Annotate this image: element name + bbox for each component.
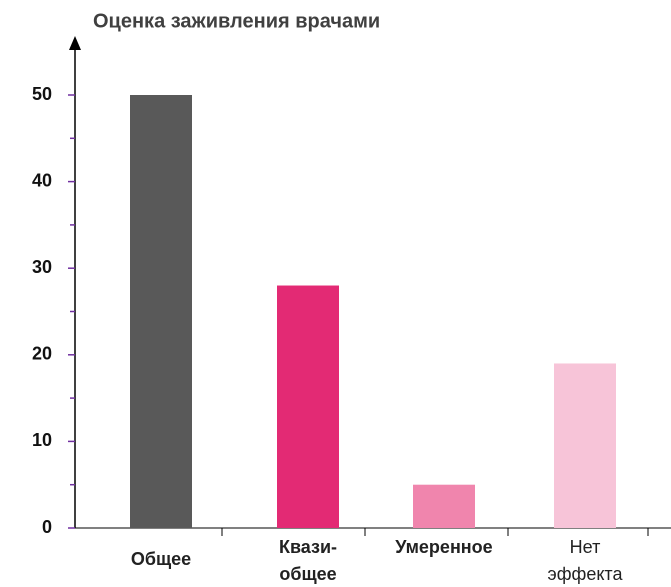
y-tick-label: 0 — [42, 517, 52, 537]
bar — [130, 95, 192, 528]
y-tick-label: 20 — [32, 344, 52, 364]
y-tick-label: 10 — [32, 430, 52, 450]
x-tick-label: Нет эффекта — [547, 537, 623, 584]
y-tick-label: 50 — [32, 84, 52, 104]
bar — [554, 363, 616, 528]
y-tick-label: 30 — [32, 257, 52, 277]
bar — [277, 285, 339, 528]
chart-title: Оценка заживления врачами — [93, 10, 380, 32]
y-tick-label: 40 — [32, 170, 52, 190]
x-tick-label: Общее — [130, 549, 192, 569]
bar — [413, 484, 475, 528]
y-axis-arrow — [69, 36, 81, 50]
x-tick-label: Умеренное — [395, 537, 493, 557]
x-tick-label: Квази-общее — [278, 537, 338, 584]
